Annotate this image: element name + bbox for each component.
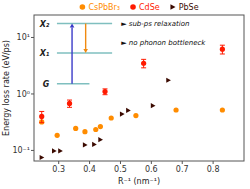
- x-tick: [151, 161, 152, 164]
- point: [109, 115, 114, 120]
- error-cap: [67, 107, 72, 108]
- series: [39, 107, 225, 138]
- series: [40, 78, 171, 160]
- x-tick-label: 0.4: [83, 165, 96, 174]
- point: [98, 124, 103, 129]
- arrow-head: [70, 24, 75, 28]
- legend: CsPbBr₃ CdSe PbSe: [80, 3, 199, 12]
- x-tick-label: 0.7: [176, 165, 189, 174]
- point: [73, 126, 78, 131]
- legend-marker: [130, 4, 136, 10]
- x-tick: [213, 161, 214, 164]
- point: [126, 108, 131, 113]
- legend-item: CdSe: [130, 3, 160, 12]
- level-label: X₁: [39, 49, 50, 58]
- level-label: G: [43, 80, 50, 89]
- legend-item: CsPbBr₃: [80, 3, 120, 12]
- error-bar: [67, 100, 72, 107]
- point: [220, 47, 225, 52]
- error-cap: [141, 59, 146, 60]
- legend-item: PbSe: [170, 3, 198, 12]
- point: [173, 107, 178, 112]
- point: [98, 137, 103, 142]
- transition-arrow: [71, 28, 72, 84]
- y-tick: [31, 150, 34, 151]
- legend-label: CdSe: [139, 3, 160, 12]
- x-tick: [120, 161, 121, 164]
- error-bar: [103, 89, 108, 95]
- plot-frame: [34, 15, 244, 161]
- arrow-head: [83, 49, 88, 53]
- error-cap: [39, 111, 44, 112]
- y-tick-label: 10⁰: [17, 90, 30, 99]
- x-tick: [182, 161, 183, 164]
- error-bar: [39, 111, 44, 122]
- series: [39, 45, 225, 122]
- point: [141, 61, 146, 66]
- error-cap: [103, 94, 108, 95]
- error-cap: [141, 67, 146, 68]
- x-tick: [58, 161, 59, 164]
- x-tick: [89, 161, 90, 164]
- annotation: ► no phonon bottleneck: [121, 39, 206, 47]
- point: [92, 142, 97, 147]
- y-tick-label: 10¹: [17, 33, 30, 42]
- point: [83, 142, 88, 147]
- error-cap: [220, 53, 225, 54]
- point: [151, 103, 156, 108]
- error-bar: [220, 45, 225, 54]
- y-tick-label: 10⁻¹: [12, 146, 30, 155]
- axes: 0.3 0.4 0.5 0.6 0.7 0.8 10⁻¹ 10⁰ 10¹: [12, 33, 219, 174]
- point: [102, 89, 107, 94]
- error-cap: [39, 122, 44, 123]
- marks: [39, 45, 225, 160]
- error-bar: [141, 59, 146, 67]
- point: [58, 148, 63, 153]
- x-tick-label: 0.8: [207, 165, 220, 174]
- x-tick-label: 0.6: [145, 165, 158, 174]
- error-cap: [67, 100, 72, 101]
- x-tick-label: 0.3: [52, 165, 65, 174]
- point: [39, 114, 44, 119]
- y-tick: [31, 37, 34, 38]
- legend-marker: [80, 4, 86, 10]
- legend-label: CsPbBr₃: [88, 3, 120, 12]
- y-axis-label: Energy loss rate (eV/ps): [2, 40, 11, 136]
- legend-marker: [170, 4, 175, 10]
- energy-level: [57, 52, 112, 54]
- point: [40, 155, 45, 160]
- annotation: ► sub-ps relaxation: [121, 20, 189, 28]
- energy-level: [57, 23, 112, 25]
- point: [67, 101, 72, 106]
- inset: X₂ X₁ G: [39, 20, 112, 89]
- point: [133, 113, 138, 118]
- x-tick-label: 0.5: [114, 165, 127, 174]
- energy-level: [57, 83, 90, 85]
- point: [220, 107, 225, 112]
- point: [120, 111, 125, 116]
- point: [82, 129, 87, 134]
- transition-arrow: [85, 24, 86, 49]
- legend-label: PbSe: [179, 3, 199, 12]
- point: [93, 127, 98, 132]
- x-axis-label: R⁻¹ (nm⁻¹): [118, 177, 160, 186]
- y-tick: [31, 93, 34, 94]
- level-label: X₂: [39, 20, 50, 29]
- point: [166, 78, 171, 83]
- point: [55, 133, 60, 138]
- point: [52, 148, 57, 153]
- chart: 0.3 0.4 0.5 0.6 0.7 0.8 10⁻¹ 10⁰ 10¹ R⁻¹ (nm⁻¹) En…: [0, 0, 250, 189]
- error-cap: [220, 45, 225, 46]
